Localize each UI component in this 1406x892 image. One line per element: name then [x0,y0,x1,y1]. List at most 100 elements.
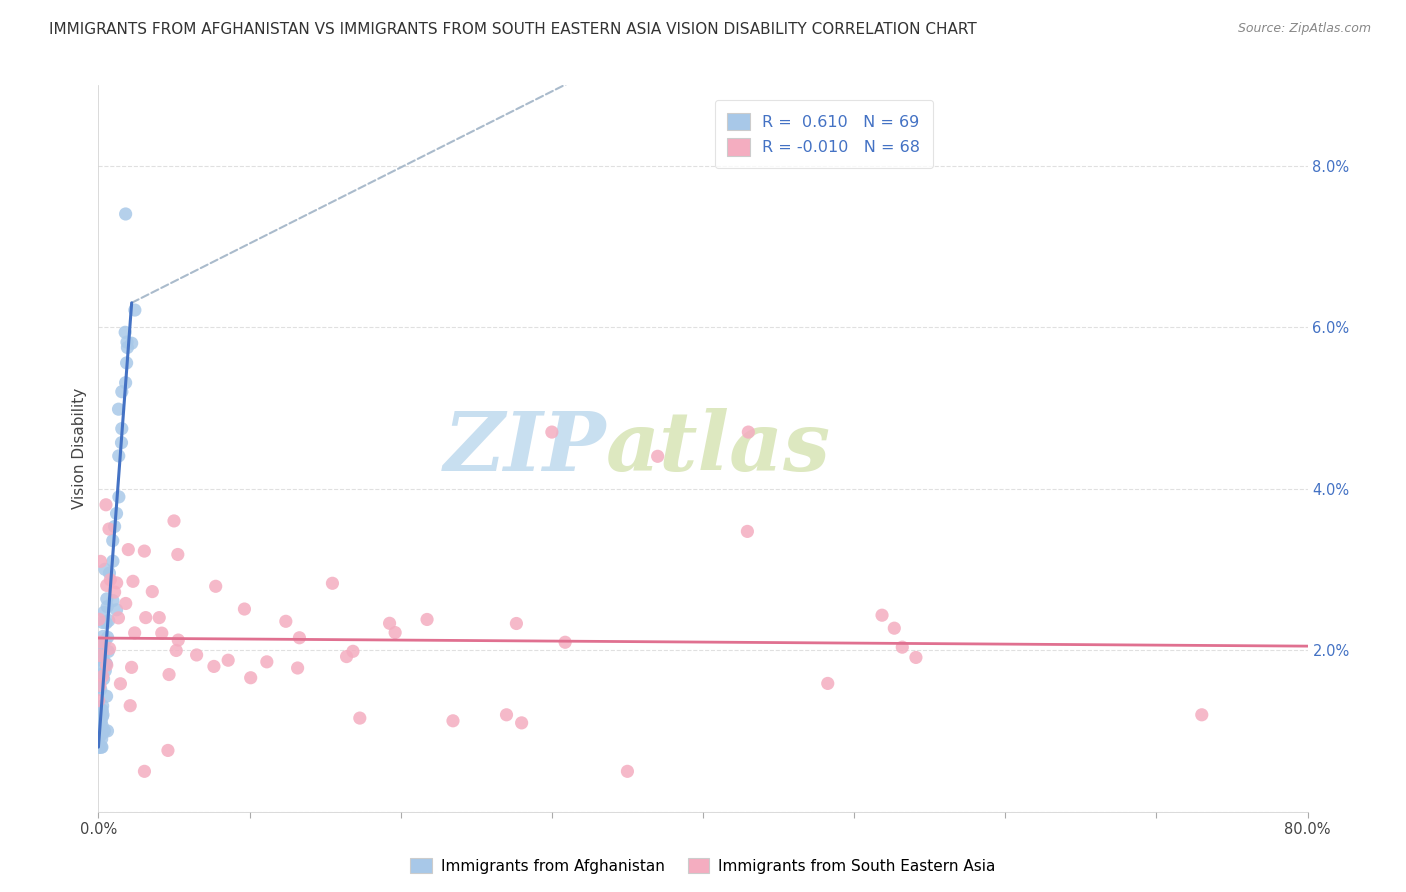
Legend: Immigrants from Afghanistan, Immigrants from South Eastern Asia: Immigrants from Afghanistan, Immigrants … [405,852,1001,880]
Y-axis label: Vision Disability: Vision Disability [72,388,87,508]
Point [167,633,190,648]
Point [97,644,120,658]
Point [96,615,118,630]
Point [91,698,114,713]
Point [349,711,371,725]
Point [96,591,118,606]
Point [89,719,111,733]
Text: ZIP: ZIP [444,409,606,488]
Point [91,646,114,660]
Point [107,449,129,463]
Point [105,507,128,521]
Point [114,326,136,340]
Point [89,706,111,720]
Point [104,519,127,533]
Point [114,597,136,611]
Point [114,376,136,390]
Point [335,649,357,664]
Point [891,640,914,655]
Point [89,730,111,744]
Point [256,655,278,669]
Point [163,514,186,528]
Point [89,679,111,693]
Point [98,573,121,587]
Point [274,615,297,629]
Point [904,650,927,665]
Point [122,574,145,589]
Point [495,707,517,722]
Point [120,698,142,713]
Point [416,612,439,626]
Point [110,677,132,691]
Point [87,739,110,753]
Point [91,704,114,718]
Point [540,425,562,439]
Point [166,548,188,562]
Point [111,421,134,435]
Point [107,402,129,417]
Point [94,664,117,678]
Point [204,579,226,593]
Point [91,654,114,668]
Point [90,641,112,656]
Point [186,648,208,662]
Point [134,764,156,779]
Point [90,554,112,568]
Point [90,707,112,722]
Point [87,680,110,694]
Point [96,658,118,673]
Point [90,667,112,681]
Point [91,630,114,644]
Point [148,610,170,624]
Point [202,659,225,673]
Point [1191,707,1213,722]
Point [91,635,114,649]
Point [94,657,117,671]
Point [98,566,121,580]
Point [108,490,131,504]
Point [96,723,118,738]
Point [107,611,129,625]
Point [111,384,134,399]
Point [96,578,118,592]
Point [121,660,143,674]
Point [89,648,111,663]
Point [94,562,117,576]
Point [101,554,124,568]
Point [90,740,112,755]
Point [157,667,180,681]
Point [90,714,112,729]
Point [342,644,364,658]
Point [87,612,110,626]
Point [91,707,114,722]
Point [89,660,111,674]
Point [115,335,138,350]
Text: IMMIGRANTS FROM AFGHANISTAN VS IMMIGRANTS FROM SOUTH EASTERN ASIA VISION DISABIL: IMMIGRANTS FROM AFGHANISTAN VS IMMIGRANT… [49,22,977,37]
Point [616,764,638,779]
Point [883,621,905,635]
Point [98,522,121,536]
Point [91,718,114,732]
Point [441,714,464,728]
Point [93,723,115,738]
Point [94,634,117,648]
Point [91,615,114,630]
Legend: R =  0.610   N = 69, R = -0.010   N = 68: R = 0.610 N = 69, R = -0.010 N = 68 [714,100,934,169]
Text: atlas: atlas [606,409,831,488]
Point [97,630,120,644]
Point [114,207,136,221]
Point [90,731,112,746]
Point [156,743,179,757]
Point [87,740,110,755]
Point [233,602,256,616]
Point [510,715,533,730]
Point [98,641,121,656]
Point [89,708,111,723]
Point [505,616,527,631]
Point [121,336,143,351]
Point [239,671,262,685]
Point [737,524,759,539]
Point [101,533,124,548]
Point [124,303,146,318]
Point [817,676,839,690]
